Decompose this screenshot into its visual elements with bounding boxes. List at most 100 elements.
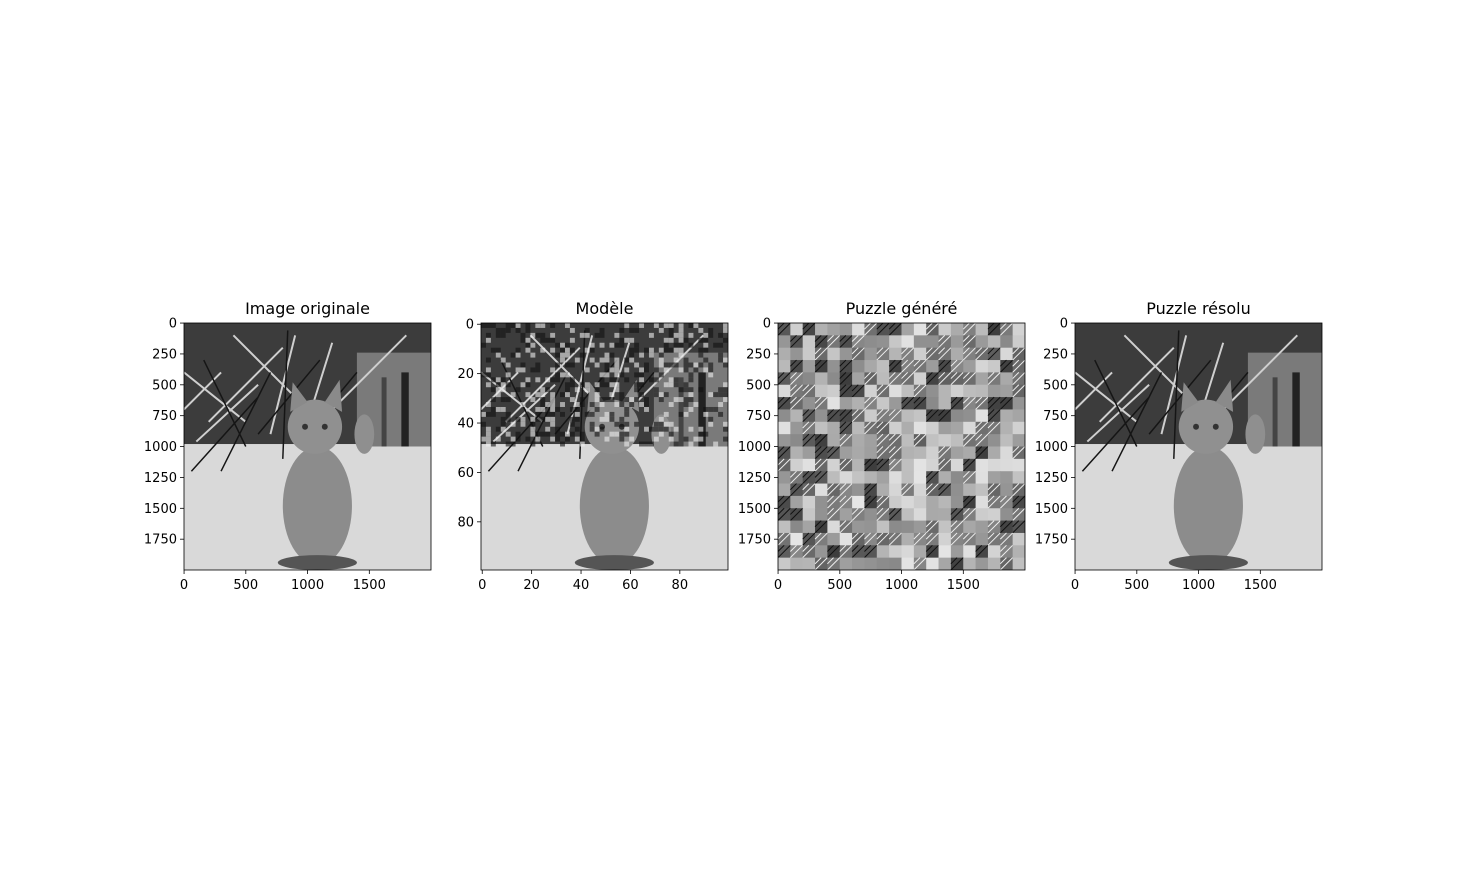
puzzle-tile bbox=[901, 471, 915, 485]
y-tick-label: 750 bbox=[746, 409, 771, 424]
tile-texture bbox=[851, 384, 865, 398]
puzzle-tile bbox=[1000, 458, 1014, 472]
tile-texture bbox=[839, 421, 853, 435]
puzzle-tile bbox=[926, 421, 940, 435]
pixel-noise bbox=[683, 362, 689, 368]
pixel-noise bbox=[550, 402, 556, 407]
pixel-noise bbox=[485, 426, 491, 432]
tile-texture bbox=[950, 557, 964, 570]
pixel-noise bbox=[619, 342, 625, 348]
pixel-noise bbox=[634, 362, 640, 368]
tile-texture bbox=[925, 544, 939, 559]
pixel-noise bbox=[624, 337, 630, 343]
pixel-noise bbox=[525, 337, 531, 343]
puzzle-tile bbox=[778, 384, 791, 398]
tile-texture bbox=[839, 359, 853, 373]
pixel-noise bbox=[485, 337, 491, 343]
pixel-noise bbox=[535, 431, 541, 437]
pixel-noise bbox=[490, 377, 496, 383]
y-tick-label: 750 bbox=[152, 409, 177, 424]
y-tick-label: 1500 bbox=[144, 502, 177, 517]
pixel-noise bbox=[703, 367, 709, 373]
pixel-noise bbox=[614, 421, 620, 427]
pixel-noise bbox=[550, 406, 556, 412]
pixel-noise bbox=[579, 436, 585, 442]
puzzle-tile bbox=[913, 372, 927, 386]
puzzle-tile bbox=[975, 458, 989, 472]
pixel-noise bbox=[723, 362, 728, 368]
pixel-noise bbox=[653, 426, 659, 432]
puzzle-tile bbox=[1000, 335, 1014, 349]
tile-texture bbox=[925, 372, 939, 386]
tile-texture bbox=[839, 384, 853, 398]
puzzle-tile bbox=[889, 483, 902, 497]
puzzle-tile bbox=[987, 434, 1001, 447]
puzzle-tile bbox=[827, 347, 841, 361]
x-tick-label: 0 bbox=[774, 578, 782, 593]
pixel-noise bbox=[515, 367, 521, 373]
pixel-noise bbox=[698, 352, 704, 358]
pixel-noise bbox=[569, 337, 575, 343]
panel-title: Puzzle généré bbox=[846, 299, 958, 318]
tile-texture bbox=[851, 532, 865, 546]
pixel-noise bbox=[639, 402, 645, 407]
puzzle-tile bbox=[802, 508, 816, 522]
pixel-noise bbox=[569, 327, 575, 333]
pixel-noise bbox=[678, 397, 684, 403]
pixel-noise bbox=[653, 377, 659, 383]
pixel-noise bbox=[644, 426, 649, 432]
tile-texture bbox=[778, 372, 791, 386]
puzzle-tile bbox=[827, 323, 841, 336]
tile-texture bbox=[999, 323, 1014, 336]
pixel-noise bbox=[658, 352, 664, 358]
x-tick-label: 20 bbox=[523, 578, 540, 593]
tile-texture bbox=[851, 347, 865, 361]
puzzle-tile bbox=[1000, 434, 1014, 447]
puzzle-tile bbox=[950, 434, 964, 447]
pixel-noise bbox=[658, 357, 664, 363]
pixel-noise bbox=[560, 347, 565, 353]
pixel-noise bbox=[634, 397, 640, 403]
puzzle-tile bbox=[963, 545, 977, 559]
x-tick-label: 0 bbox=[1071, 578, 1079, 593]
puzzle-tile bbox=[1000, 347, 1014, 361]
pixel-noise bbox=[688, 362, 694, 368]
pixel-noise bbox=[500, 377, 506, 383]
pixel-noise bbox=[624, 406, 630, 412]
x-tick-label: 500 bbox=[233, 578, 258, 593]
pixel-noise bbox=[550, 323, 556, 328]
puzzle-tile bbox=[1000, 446, 1014, 460]
tile-texture bbox=[913, 557, 927, 570]
pixel-noise bbox=[579, 382, 585, 388]
pixel-noise bbox=[673, 377, 679, 383]
pixel-noise bbox=[594, 362, 600, 368]
puzzle-tile bbox=[852, 434, 865, 447]
puzzle-tile bbox=[913, 520, 927, 534]
puzzle-tile bbox=[864, 409, 878, 423]
tile-texture bbox=[814, 359, 828, 373]
pixel-noise bbox=[619, 397, 625, 403]
tile-texture bbox=[938, 483, 952, 497]
pixel-noise bbox=[658, 397, 664, 403]
pixel-noise bbox=[505, 441, 511, 447]
tile-texture bbox=[975, 433, 989, 447]
pixel-noise bbox=[574, 436, 580, 442]
pixel-noise bbox=[658, 431, 664, 437]
tile-texture bbox=[962, 495, 976, 509]
tile-texture bbox=[987, 409, 1001, 423]
tile-texture bbox=[975, 421, 989, 435]
tile-texture bbox=[999, 396, 1014, 410]
pixel-noise bbox=[574, 406, 580, 412]
tile-texture bbox=[913, 396, 927, 410]
puzzle-tile bbox=[1000, 471, 1014, 485]
x-tick-label: 1500 bbox=[353, 578, 386, 593]
pixel-noise bbox=[495, 377, 501, 383]
puzzle-tile bbox=[913, 323, 927, 336]
pixel-noise bbox=[629, 352, 635, 358]
pixel-noise bbox=[490, 323, 496, 328]
puzzle-tile bbox=[839, 397, 853, 410]
pixel-noise bbox=[569, 377, 575, 383]
tile-texture bbox=[778, 458, 791, 472]
y-tick-label: 1250 bbox=[144, 471, 177, 486]
